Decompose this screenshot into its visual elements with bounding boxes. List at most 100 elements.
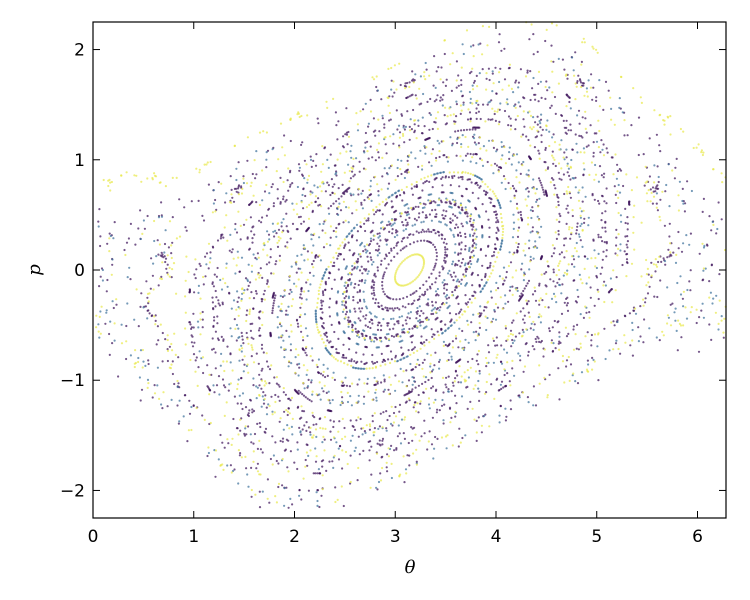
scatter-point	[455, 154, 458, 157]
scatter-point	[356, 360, 359, 363]
scatter-point	[368, 428, 371, 431]
scatter-point	[226, 345, 229, 348]
scatter-point	[632, 216, 635, 219]
scatter-point	[335, 200, 338, 203]
scatter-point	[637, 326, 640, 329]
scatter-point	[247, 425, 250, 428]
scatter-point	[364, 146, 367, 149]
scatter-point	[274, 441, 277, 444]
scatter-point	[321, 338, 324, 341]
scatter-point	[457, 171, 460, 174]
scatter-point	[158, 181, 161, 184]
scatter-point	[460, 145, 463, 149]
scatter-point	[261, 323, 264, 327]
scatter-point	[520, 292, 523, 295]
scatter-point	[536, 215, 539, 218]
scatter-point	[571, 148, 574, 151]
scatter-point	[586, 359, 590, 362]
scatter-point	[453, 235, 456, 238]
scatter-point	[274, 393, 277, 397]
scatter-point	[364, 279, 367, 282]
scatter-point	[582, 162, 585, 165]
scatter-point	[377, 427, 380, 430]
scatter-point	[366, 196, 369, 199]
scatter-point	[378, 130, 381, 133]
scatter-point	[351, 264, 354, 268]
scatter-point	[679, 293, 683, 296]
scatter-point	[430, 272, 433, 275]
scatter-point	[338, 445, 342, 448]
scatter-point	[286, 246, 289, 249]
scatter-point	[129, 222, 132, 225]
scatter-point	[633, 307, 637, 310]
scatter-point	[566, 296, 569, 299]
scatter-point	[567, 332, 570, 335]
scatter-point	[324, 231, 327, 235]
scatter-point	[366, 150, 369, 153]
scatter-point	[578, 273, 581, 276]
scatter-point	[215, 296, 218, 299]
x-tick-label: 1	[188, 527, 199, 547]
scatter-point	[465, 208, 468, 211]
scatter-point	[371, 319, 374, 322]
scatter-point	[581, 282, 584, 285]
scatter-point	[332, 97, 335, 100]
scatter-point	[427, 397, 431, 400]
scatter-point	[496, 148, 499, 151]
scatter-point	[315, 393, 318, 396]
scatter-point	[373, 294, 376, 297]
scatter-point	[202, 275, 205, 279]
scatter-point	[237, 482, 240, 485]
scatter-point	[609, 277, 613, 280]
scatter-point	[504, 162, 507, 165]
scatter-point	[304, 396, 307, 399]
scatter-point	[353, 226, 356, 229]
scatter-point	[593, 198, 596, 201]
scatter-point	[170, 398, 173, 401]
scatter-point	[478, 322, 481, 325]
scatter-point	[471, 357, 474, 361]
scatter-point	[494, 243, 497, 246]
scatter-point	[214, 305, 217, 308]
scatter-point	[204, 275, 207, 278]
scatter-point	[349, 480, 352, 484]
scatter-point	[245, 218, 248, 221]
scatter-point	[358, 336, 361, 339]
scatter-point	[401, 353, 404, 356]
scatter-point	[540, 255, 544, 258]
scatter-point	[323, 416, 327, 419]
scatter-point	[320, 170, 323, 173]
scatter-point	[444, 246, 447, 249]
scatter-point	[592, 86, 595, 89]
scatter-point	[467, 305, 470, 309]
scatter-point	[447, 375, 450, 378]
scatter-point	[715, 232, 718, 235]
scatter-point	[199, 312, 202, 315]
scatter-point	[554, 187, 557, 190]
scatter-point	[238, 348, 241, 351]
scatter-point	[499, 206, 502, 210]
scatter-point	[534, 240, 537, 243]
scatter-point	[500, 158, 503, 161]
scatter-point	[275, 459, 278, 463]
scatter-point	[485, 88, 488, 91]
scatter-point	[409, 233, 412, 236]
scatter-point	[482, 103, 485, 106]
scatter-point	[417, 165, 420, 168]
scatter-point	[252, 384, 255, 387]
scatter-point	[310, 381, 313, 384]
scatter-point	[399, 358, 402, 361]
scatter-point	[406, 210, 409, 214]
scatter-point	[498, 204, 501, 207]
scatter-point	[411, 292, 414, 295]
scatter-point	[263, 242, 266, 245]
scatter-point	[511, 367, 514, 370]
scatter-point	[405, 257, 408, 260]
scatter-point	[568, 190, 571, 194]
scatter-point	[176, 379, 179, 383]
scatter-point	[231, 196, 234, 199]
scatter-point	[236, 300, 239, 303]
scatter-point	[285, 486, 288, 489]
scatter-point	[355, 419, 358, 422]
scatter-point	[313, 184, 316, 187]
